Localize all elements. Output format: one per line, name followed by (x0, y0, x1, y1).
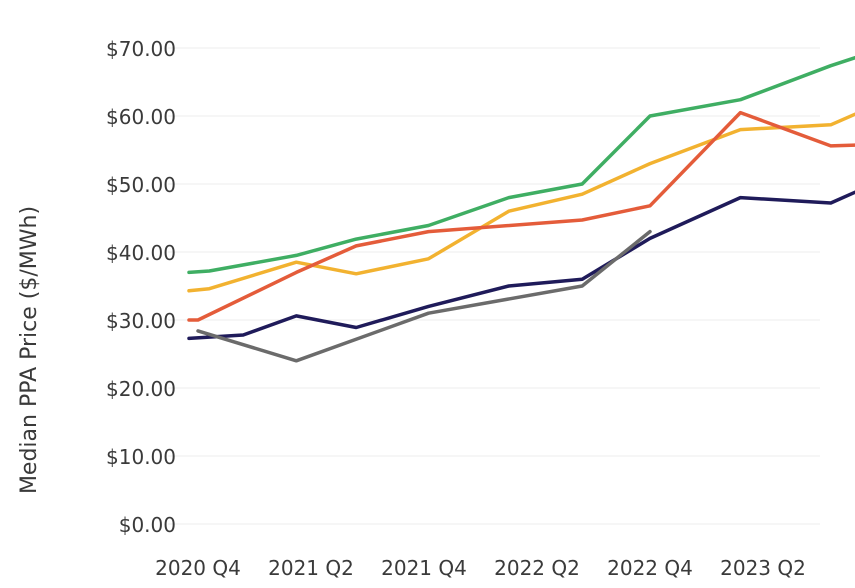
series-line-2 (187, 112, 855, 293)
y-tick-label: $30.00 (106, 309, 176, 333)
x-tick-label: 2022 Q2 (494, 556, 580, 580)
y-tick-label: $20.00 (106, 377, 176, 401)
y-axis-title: Median PPA Price ($/MWh) (17, 206, 42, 494)
series-line-1 (187, 55, 855, 275)
series-line-4 (187, 190, 855, 341)
x-tick-label: 2023 Q2 (720, 556, 806, 580)
gridlines (168, 47, 820, 525)
y-tick-label: $40.00 (106, 241, 176, 265)
y-tick-label: $10.00 (106, 445, 176, 469)
series-line-5 (196, 229, 652, 363)
x-axis-tick-labels: 2020 Q4 2021 Q2 2021 Q4 2022 Q2 2022 Q4 2023 … (155, 556, 806, 580)
series-line-3 (187, 110, 855, 322)
y-axis-tick-labels: $0.00 $10.00 $20.00 $30.00 $40.00 $50.00 $60.0… (106, 37, 176, 537)
x-tick-label: 2021 Q2 (268, 556, 354, 580)
x-tick-label: 2022 Q4 (607, 556, 693, 580)
y-tick-label: $50.00 (106, 173, 176, 197)
x-tick-label: 2020 Q4 (155, 556, 241, 580)
y-tick-label: $0.00 (119, 513, 176, 537)
y-tick-label: $60.00 (106, 105, 176, 129)
series-lines (187, 55, 855, 363)
y-tick-label: $70.00 (106, 37, 176, 61)
x-tick-label: 2021 Q4 (381, 556, 467, 580)
